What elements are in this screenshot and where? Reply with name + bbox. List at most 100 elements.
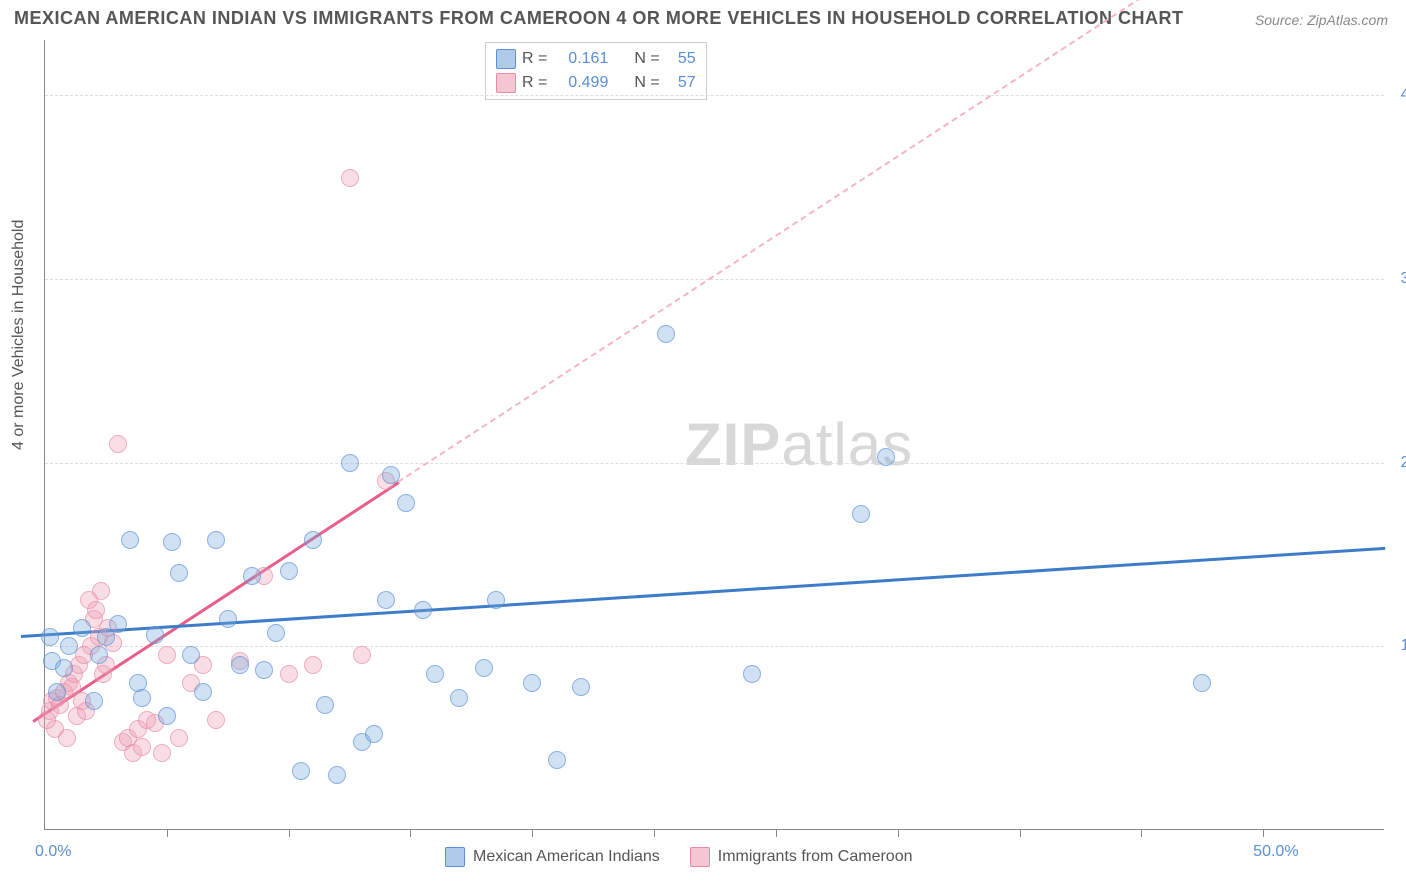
data-point — [158, 646, 176, 664]
series-legend: Mexican American Indians Immigrants from … — [445, 847, 912, 867]
data-point — [133, 689, 151, 707]
gridline-h — [45, 95, 1384, 96]
data-point — [41, 628, 59, 646]
data-point — [877, 448, 895, 466]
legend-label: Mexican American Indians — [473, 848, 660, 866]
y-tick-label: 10.0% — [1401, 637, 1406, 655]
data-point — [316, 696, 334, 714]
data-point — [55, 659, 73, 677]
data-point — [450, 689, 468, 707]
data-point — [60, 637, 78, 655]
source-attribution: Source: ZipAtlas.com — [1255, 12, 1388, 28]
legend-item: Mexican American Indians — [445, 847, 660, 867]
legend-swatch — [690, 847, 710, 867]
data-point — [341, 454, 359, 472]
legend-row: R = 0.161 N = 55 — [496, 47, 696, 71]
legend-swatch — [445, 847, 465, 867]
x-tick-label: 50.0% — [1253, 843, 1298, 861]
correlation-legend: R = 0.161 N = 55 R = 0.499 N = 57 — [485, 42, 707, 100]
x-tick — [289, 829, 290, 837]
data-point — [304, 656, 322, 674]
data-point — [414, 601, 432, 619]
data-point — [219, 610, 237, 628]
data-point — [341, 169, 359, 187]
data-point — [243, 567, 261, 585]
data-point — [109, 615, 127, 633]
legend-swatch — [496, 73, 516, 93]
data-point — [163, 533, 181, 551]
data-point — [231, 656, 249, 674]
data-point — [267, 624, 285, 642]
data-point — [304, 531, 322, 549]
plot-area: ZIPatlas R =0.161N =55R =0.499N =57 Mexi… — [44, 40, 1384, 830]
data-point — [1193, 674, 1211, 692]
data-point — [548, 751, 566, 769]
x-tick — [898, 829, 899, 837]
data-point — [73, 619, 91, 637]
data-point — [85, 692, 103, 710]
y-tick-label: 40.0% — [1401, 86, 1406, 104]
r-label: R = — [522, 74, 547, 92]
data-point — [121, 531, 139, 549]
data-point — [58, 729, 76, 747]
x-tick — [1020, 829, 1021, 837]
data-point — [90, 646, 108, 664]
data-point — [292, 762, 310, 780]
data-point — [328, 766, 346, 784]
r-value: 0.499 — [553, 74, 608, 92]
legend-swatch — [496, 49, 516, 69]
data-point — [377, 591, 395, 609]
data-point — [48, 683, 66, 701]
data-point — [133, 738, 151, 756]
x-tick — [532, 829, 533, 837]
watermark: ZIPatlas — [685, 410, 913, 479]
x-tick — [1141, 829, 1142, 837]
n-value: 55 — [666, 50, 696, 68]
y-axis-label: 4 or more Vehicles in Household — [10, 220, 28, 450]
data-point — [207, 531, 225, 549]
data-point — [426, 665, 444, 683]
data-point — [92, 582, 110, 600]
data-point — [87, 601, 105, 619]
gridline-h — [45, 646, 1384, 647]
n-value: 57 — [666, 74, 696, 92]
x-tick — [410, 829, 411, 837]
data-point — [487, 591, 505, 609]
data-point — [365, 725, 383, 743]
data-point — [280, 665, 298, 683]
data-point — [397, 494, 415, 512]
r-label: R = — [522, 50, 547, 68]
n-label: N = — [634, 50, 659, 68]
chart-title: MEXICAN AMERICAN INDIAN VS IMMIGRANTS FR… — [14, 8, 1184, 29]
data-point — [852, 505, 870, 523]
data-point — [109, 435, 127, 453]
n-label: N = — [634, 74, 659, 92]
data-point — [382, 466, 400, 484]
x-tick-label: 0.0% — [35, 843, 71, 861]
data-point — [353, 646, 371, 664]
data-point — [207, 711, 225, 729]
data-point — [743, 665, 761, 683]
x-tick — [776, 829, 777, 837]
watermark-light: atlas — [781, 411, 913, 478]
data-point — [153, 744, 171, 762]
y-tick-label: 30.0% — [1401, 270, 1406, 288]
data-point — [170, 729, 188, 747]
data-point — [255, 661, 273, 679]
data-point — [170, 564, 188, 582]
data-point — [158, 707, 176, 725]
legend-row: R = 0.499 N = 57 — [496, 71, 696, 95]
data-point — [523, 674, 541, 692]
watermark-bold: ZIP — [685, 411, 781, 478]
legend-item: Immigrants from Cameroon — [690, 847, 913, 867]
y-tick-label: 20.0% — [1401, 454, 1406, 472]
r-value: 0.161 — [553, 50, 608, 68]
data-point — [280, 562, 298, 580]
data-point — [572, 678, 590, 696]
x-tick — [1263, 829, 1264, 837]
data-point — [146, 626, 164, 644]
data-point — [194, 683, 212, 701]
data-point — [657, 325, 675, 343]
x-tick — [654, 829, 655, 837]
gridline-h — [45, 279, 1384, 280]
